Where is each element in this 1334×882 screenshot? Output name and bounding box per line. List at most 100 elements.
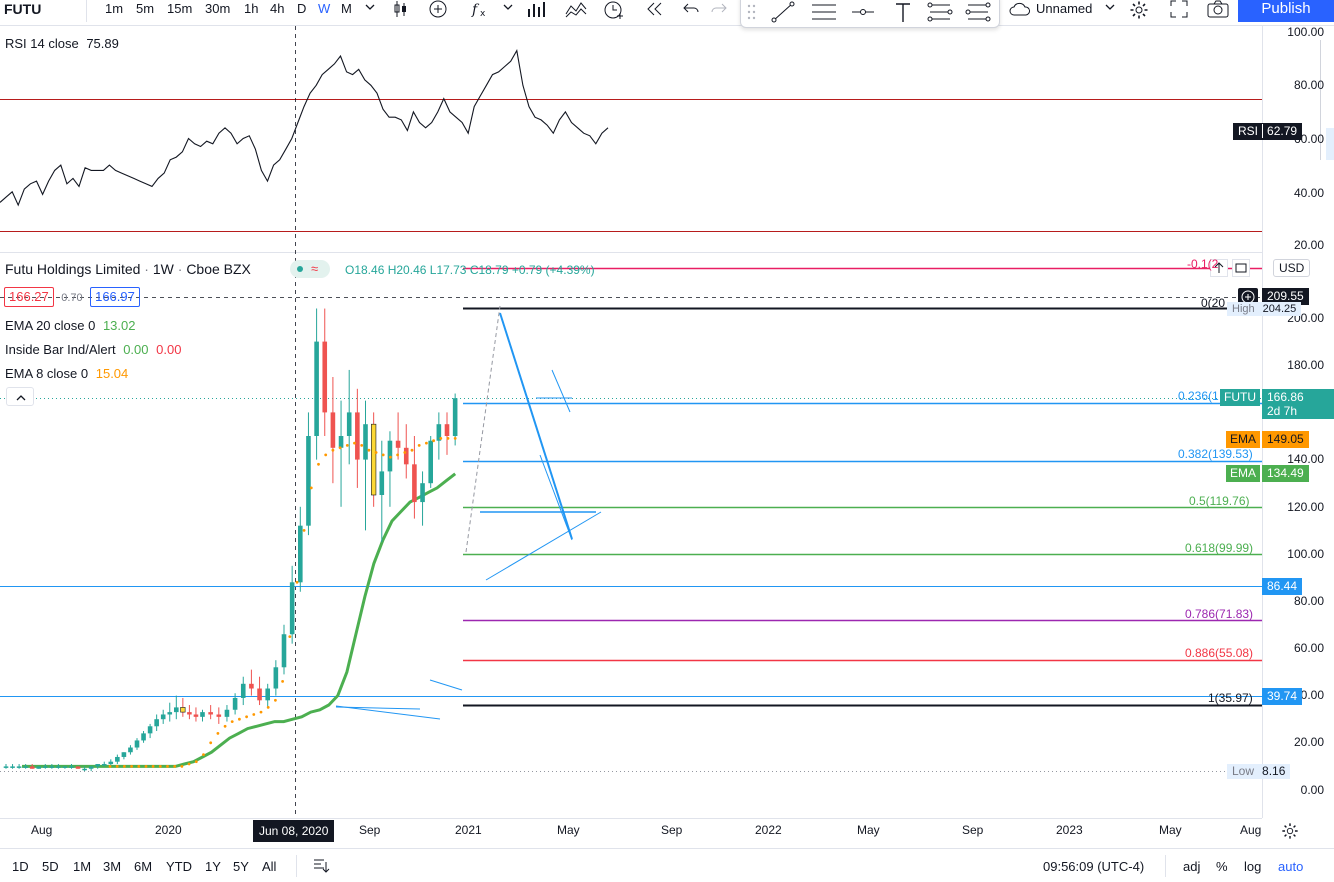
fib-retracement-icon[interactable] <box>811 1 837 23</box>
redo-icon[interactable] <box>710 0 728 22</box>
percent-toggle[interactable]: % <box>1216 859 1228 874</box>
interval-w[interactable]: W <box>318 1 331 16</box>
range-5y[interactable]: 5Y <box>233 859 249 874</box>
price-axis-label: 100.00 <box>1287 547 1324 561</box>
candle-body <box>10 766 15 768</box>
maximize-pane-icon[interactable] <box>1232 259 1250 277</box>
compare-icon[interactable] <box>565 0 587 22</box>
alert-icon[interactable] <box>603 0 625 22</box>
candle-body <box>56 766 61 768</box>
currency-button[interactable]: USD <box>1273 259 1311 277</box>
candle-body <box>395 440 401 448</box>
right-sidebar-edge[interactable] <box>1320 40 1334 160</box>
market-open-dot-icon <box>297 266 303 272</box>
indicator-legend-inside-bar[interactable]: Inside Bar Ind/Alert 0.00 0.00 <box>5 342 181 358</box>
horizontal-line-86-tag: 86.44 <box>1262 578 1303 595</box>
undo-icon[interactable] <box>682 0 700 22</box>
candles-type-icon[interactable] <box>393 0 411 22</box>
interval-1m[interactable]: 1m <box>105 1 124 16</box>
price-axis-label: 140.00 <box>1287 452 1324 466</box>
indicator-legend-ema20[interactable]: EMA 20 close 0 13.02 <box>5 318 136 334</box>
trend-line-small[interactable] <box>551 369 571 413</box>
consolidation-line-top[interactable] <box>335 706 421 710</box>
trend-line-mid[interactable] <box>539 454 573 541</box>
horizontal-line-icon[interactable] <box>851 1 875 23</box>
fullscreen-icon[interactable] <box>1170 0 1188 22</box>
main-legend[interactable]: Futu Holdings Limited · 1W · Cboe BZX <box>5 261 251 277</box>
symbol-search-button[interactable]: FUTU <box>4 1 42 17</box>
trend-drawings[interactable] <box>335 305 602 720</box>
log-toggle[interactable]: log <box>1244 859 1262 874</box>
range-ytd[interactable]: YTD <box>166 859 192 874</box>
ema8-dot <box>410 448 414 452</box>
candles <box>3 308 458 772</box>
small-flag-line[interactable] <box>429 679 463 691</box>
prediction-tool-icon[interactable] <box>965 1 991 23</box>
fib-retracement[interactable] <box>463 267 1262 707</box>
interval-15m[interactable]: 15m <box>167 1 193 16</box>
candle-body <box>174 707 179 713</box>
move-pane-up-icon[interactable] <box>1210 259 1228 277</box>
rsi-legend[interactable]: RSI 14 close 75.89 <box>5 36 119 52</box>
sell-button[interactable]: 166.27 <box>4 287 54 307</box>
interval-d[interactable]: D <box>297 1 307 16</box>
ema8-dot <box>180 765 184 768</box>
ohlc-open: O18.46 <box>345 263 385 277</box>
ohlc-change: +0.79 (+4.39%) <box>511 263 595 277</box>
high-price-tag: High 204.25 <box>1227 302 1302 316</box>
candle-body <box>379 471 385 495</box>
settings-gear-icon[interactable] <box>1129 0 1149 22</box>
consolidation-line-bottom[interactable] <box>335 705 441 720</box>
financials-icon[interactable] <box>527 0 545 22</box>
auto-scale-toggle[interactable]: auto <box>1278 859 1304 874</box>
publish-button[interactable]: Publish <box>1238 0 1334 22</box>
interval-5m[interactable]: 5m <box>136 1 155 16</box>
ema8-dot <box>115 765 119 768</box>
ema8-dot <box>144 765 148 768</box>
interval-m[interactable]: M <box>341 1 352 16</box>
indicator-legend-ema8[interactable]: EMA 8 close 0 15.04 <box>5 366 128 382</box>
range-1m[interactable]: 1M <box>73 859 92 874</box>
buy-button[interactable]: 166.97 <box>90 287 140 307</box>
layout-name[interactable]: Unnamed <box>1036 1 1093 16</box>
ema8-dot <box>374 451 378 454</box>
fib-label: 0(20 <box>1201 296 1226 310</box>
candle-body <box>82 768 87 771</box>
ohlc-values: O18.46 H20.46 L17.73 C18.79 +0.79 (+4.39… <box>345 262 595 278</box>
range-1y[interactable]: 1Y <box>205 859 221 874</box>
range-6m[interactable]: 6M <box>134 859 153 874</box>
chevron-down-icon[interactable] <box>1105 2 1115 24</box>
chevron-down-icon[interactable] <box>365 2 375 24</box>
goto-date-icon[interactable] <box>312 856 330 879</box>
candle-body <box>147 726 153 734</box>
cloud-icon[interactable] <box>1008 0 1032 22</box>
clock-timezone[interactable]: 09:56:09 (UTC-4) <box>1043 859 1145 874</box>
indicator-label: EMA 20 close 0 <box>5 318 96 333</box>
legend-collapse-button[interactable] <box>6 387 34 406</box>
rsi-tag-value: 62.79 <box>1267 124 1298 138</box>
chevron-down-icon[interactable] <box>503 2 513 24</box>
scale-settings-gear-icon[interactable] <box>1281 822 1299 845</box>
pattern-tool-icon[interactable] <box>927 1 953 23</box>
range-5d[interactable]: 5D <box>42 859 59 874</box>
trend-line-falling[interactable] <box>499 312 573 540</box>
camera-icon[interactable] <box>1207 0 1229 22</box>
interval-4h[interactable]: 4h <box>270 1 285 16</box>
range-3m[interactable]: 3M <box>103 859 122 874</box>
interval-1h[interactable]: 1h <box>244 1 259 16</box>
drag-handle-icon[interactable] <box>747 3 757 25</box>
replay-icon[interactable] <box>645 0 665 22</box>
chart-canvas[interactable] <box>0 0 1334 848</box>
trend-line-icon[interactable] <box>771 1 795 23</box>
adjust-toggle[interactable]: adj <box>1183 859 1201 874</box>
ema8-dot <box>266 706 270 709</box>
trend-line-rising[interactable] <box>485 511 602 581</box>
interval-30m[interactable]: 30m <box>205 1 231 16</box>
text-tool-icon[interactable] <box>893 1 913 23</box>
range-1d[interactable]: 1D <box>12 859 29 874</box>
range-all[interactable]: All <box>262 859 277 874</box>
candle-body <box>420 483 425 503</box>
add-indicator-icon[interactable] <box>428 0 448 22</box>
market-status-badge[interactable]: ≈ <box>290 260 330 278</box>
